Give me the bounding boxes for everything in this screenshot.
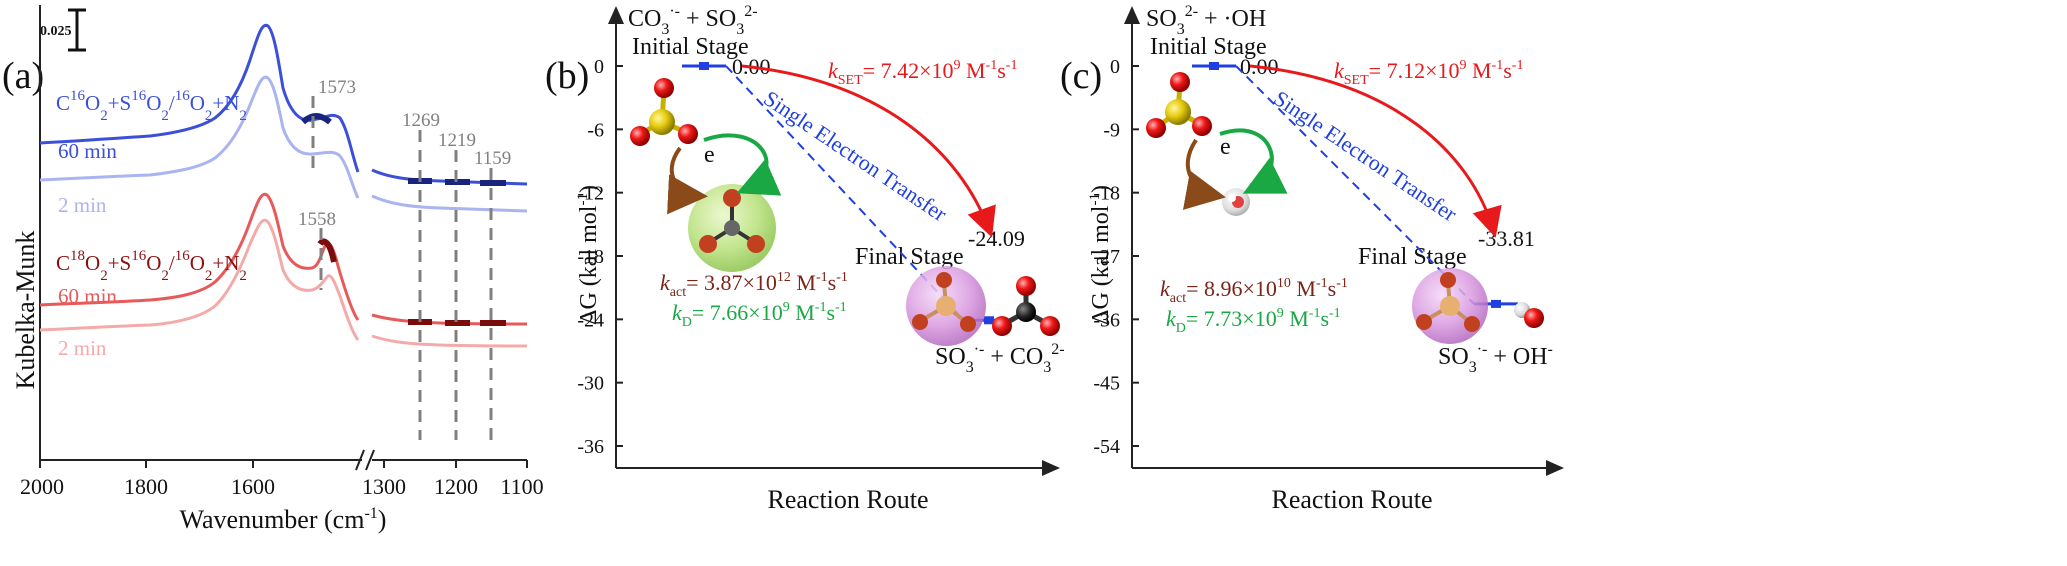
panel-b: (b) 0 -6 -12 -18 -24 -30 -36 ΔG (kal mol-1) Re… <box>545 3 1065 514</box>
peak-label-1573: 1573 <box>318 77 356 98</box>
legend-blue: C16O2+S16O2/16O2+N2 <box>56 88 247 124</box>
c-green-arrow <box>1219 128 1288 194</box>
b-y-tick-label: -24 <box>577 309 604 331</box>
b-brown-arrow <box>667 146 708 215</box>
panel-b-label: (b) <box>545 55 589 97</box>
series-red-2min <box>39 218 360 341</box>
b-reactants: CO3·- + SO32- <box>628 3 758 38</box>
peak-mark-1558 <box>317 238 337 263</box>
scale-bar-label: 0.025 <box>40 24 72 39</box>
b-y-tick-label: -36 <box>577 436 604 458</box>
c-oh-sphere <box>1222 188 1250 216</box>
b-kset-arrow <box>741 64 996 238</box>
tick-1200: 1200 <box>434 474 478 499</box>
legend-red: C18O2+S16O2/16O2+N2 <box>56 248 247 284</box>
b-y-tick-label: -30 <box>577 373 604 395</box>
series-label-red-60: 60 min <box>58 284 117 308</box>
b-so3-molecule <box>630 78 698 146</box>
peak-label-1159: 1159 <box>474 148 511 169</box>
tick-1800: 1800 <box>124 474 168 499</box>
c-reactants: SO32- + ·OH <box>1146 3 1266 38</box>
peak-label-1269: 1269 <box>402 110 440 131</box>
series-blue-60min <box>39 23 360 173</box>
b-set-label: Single Electron Transfer <box>759 85 952 226</box>
b-xlabel: Reaction Route <box>767 485 928 514</box>
c-so3-radical-sphere <box>1412 268 1488 344</box>
series-blue-2min <box>39 75 360 199</box>
b-kset: kSET= 7.42×109 M-1s-1 <box>828 58 1017 88</box>
series-label-blue-60: 60 min <box>58 139 117 163</box>
b-e-label: e <box>704 142 715 168</box>
b-co3-sphere <box>688 184 776 272</box>
peak-dashed-lines <box>311 96 493 440</box>
peak-label-1219: 1219 <box>438 130 476 151</box>
c-so3-molecule <box>1146 72 1212 138</box>
a-axis-break <box>355 449 375 471</box>
b-so3-radical-sphere <box>906 266 986 346</box>
c-e-label: e <box>1220 134 1231 160</box>
series-red-2min-right <box>371 334 528 348</box>
c-y-tick-label: -54 <box>1093 436 1120 458</box>
c-initial-marker <box>1209 62 1219 70</box>
a-xlabel: Wavenumber (cm-1) <box>180 505 387 534</box>
tick-1100: 1100 <box>500 474 543 499</box>
b-co3-2-molecule <box>992 276 1060 336</box>
b-final-marker <box>984 316 994 325</box>
c-final-stage: Final Stage <box>1358 244 1467 270</box>
c-y-tick-label: -36 <box>1093 309 1120 331</box>
series-label-blue-2: 2 min <box>58 193 107 217</box>
c-set-dashed-line <box>1235 65 1475 305</box>
series-blue-2min-right <box>371 194 528 213</box>
a-x-ticks <box>39 460 528 468</box>
c-kset: kSET= 7.12×109 M-1s-1 <box>1334 58 1523 88</box>
c-oh-molecule <box>1514 302 1544 328</box>
c-products: SO3·- + OH- <box>1438 341 1553 376</box>
c-ylabel: ΔG (kal mol-1) <box>1087 185 1114 325</box>
c-y-tick-label: -27 <box>1093 246 1120 268</box>
a-ylabel: Kubelka-Munk <box>11 231 40 390</box>
b-initial-stage: Initial Stage <box>632 34 749 60</box>
panel-c-label: (c) <box>1060 55 1102 97</box>
b-kd: kD= 7.66×109 M-1s-1 <box>672 300 847 330</box>
c-kd: kD= 7.73×109 M-1s-1 <box>1166 306 1341 336</box>
b-products: SO3·- + CO32- <box>935 341 1065 376</box>
peak-mark-1573 <box>301 113 332 125</box>
b-initial-marker <box>699 62 709 70</box>
c-y-ticks: 0 -9 -18 -27 -36 -45 -54 <box>1093 56 1139 458</box>
tick-2000: 2000 <box>20 474 64 499</box>
series-label-red-2: 2 min <box>58 336 107 360</box>
b-y-tick-label: 0 <box>594 56 604 78</box>
c-set-label: Single Electron Transfer <box>1269 85 1462 226</box>
b-y-ticks: 0 -6 -12 -18 -24 -30 -36 <box>577 56 623 458</box>
tick-1600: 1600 <box>231 474 275 499</box>
c-initial-stage: Initial Stage <box>1150 34 1267 60</box>
c-y-tick-label: -45 <box>1093 373 1120 395</box>
c-kact: kact= 8.96×1010 M-1s-1 <box>1160 276 1348 306</box>
b-y-tick-label: -18 <box>577 246 604 268</box>
c-brown-arrow <box>1182 138 1226 210</box>
b-y-tick-label: -6 <box>587 119 604 141</box>
peak-label-1558: 1558 <box>298 209 336 230</box>
panel-a-label: (a) <box>2 55 44 97</box>
c-final-value: -33.81 <box>1478 226 1535 251</box>
scale-bar: 0.025 <box>40 8 86 52</box>
c-final-marker <box>1491 299 1501 308</box>
b-y-tick-label: -12 <box>577 183 604 205</box>
c-y-tick-label: -18 <box>1093 183 1120 205</box>
panel-a: (a) 0.025 Kubelka-Munk 2000 1800 <box>2 5 544 534</box>
panel-c: (c) 0 -9 -18 -27 -36 -45 -54 ΔG (kal mol-1) Re… <box>1060 3 1564 514</box>
c-y-tick-label: -9 <box>1103 119 1120 141</box>
c-kset-arrow <box>1249 64 1502 238</box>
tick-1300: 1300 <box>362 474 406 499</box>
b-ylabel: ΔG (kal mol-1) <box>575 185 602 325</box>
b-green-arrow <box>703 133 782 196</box>
b-final-stage: Final Stage <box>855 244 964 270</box>
c-xlabel: Reaction Route <box>1271 485 1432 514</box>
b-final-value: -24.09 <box>968 226 1025 251</box>
b-kact: kact= 3.87×1012 M-1s-1 <box>660 270 848 300</box>
c-y-tick-label: 0 <box>1110 56 1120 78</box>
c-energy-levels <box>1192 62 1518 308</box>
